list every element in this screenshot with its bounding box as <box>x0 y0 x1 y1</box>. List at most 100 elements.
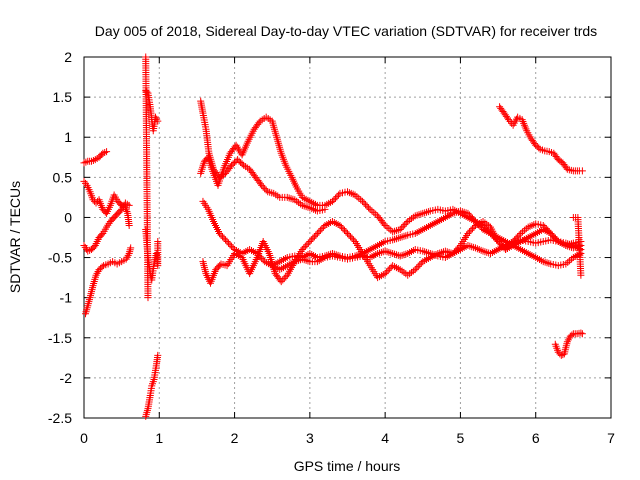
data-points <box>80 53 586 420</box>
data-point <box>424 208 432 216</box>
data-point <box>470 216 478 224</box>
data-point <box>391 250 399 258</box>
data-point <box>515 231 523 239</box>
data-point <box>345 231 353 239</box>
data-point <box>154 351 162 359</box>
data-point <box>154 117 162 125</box>
data-point <box>400 232 408 240</box>
data-point <box>471 217 479 225</box>
data-point <box>256 253 264 261</box>
data-point <box>383 223 391 231</box>
data-point <box>465 211 473 219</box>
data-point <box>392 235 400 243</box>
y-tick-label: 1.5 <box>53 89 73 105</box>
data-point <box>391 235 399 243</box>
x-tick-label: 4 <box>381 430 389 446</box>
data-point <box>313 229 321 237</box>
data-point <box>259 183 267 191</box>
data-point <box>372 210 380 218</box>
y-tick-label: -0.5 <box>48 250 72 266</box>
x-tick-label: 6 <box>532 430 540 446</box>
series-s16-late-isolated <box>569 213 585 279</box>
data-point <box>417 210 425 218</box>
y-tick-label: 0.5 <box>53 169 73 185</box>
data-point <box>465 228 473 236</box>
data-point <box>468 225 476 233</box>
data-point <box>277 278 285 286</box>
data-point <box>318 225 326 233</box>
data-point <box>347 233 355 241</box>
data-point <box>389 228 397 236</box>
series-s3-early-mid <box>80 177 133 229</box>
y-axis-label: SDTVAR / TECUs <box>7 181 23 293</box>
data-point <box>389 250 397 258</box>
data-point <box>226 241 234 249</box>
data-point <box>568 331 576 339</box>
series-s5-spike-high <box>142 87 162 135</box>
data-point <box>365 204 373 212</box>
y-tick-label: -1.5 <box>48 330 72 346</box>
data-point <box>330 196 338 204</box>
data-point <box>381 270 389 278</box>
data-point <box>222 236 230 244</box>
data-point <box>144 294 152 302</box>
y-tick-label: 0 <box>64 209 72 225</box>
data-point <box>331 194 339 202</box>
data-point <box>514 233 522 241</box>
data-point <box>385 248 393 256</box>
data-point <box>334 191 342 199</box>
data-point <box>402 219 410 227</box>
data-point <box>285 194 293 202</box>
series-s13-lowest-band <box>268 236 585 274</box>
data-point <box>309 234 317 242</box>
data-point <box>468 214 476 222</box>
data-point <box>392 251 400 259</box>
data-point <box>238 160 246 168</box>
data-point <box>279 276 287 284</box>
x-tick-label: 1 <box>155 430 163 446</box>
series-s1-descending-early <box>82 244 135 318</box>
data-point <box>578 330 586 338</box>
data-point <box>577 329 585 337</box>
data-point <box>494 238 502 246</box>
data-point <box>578 167 586 175</box>
y-tick-label: 2 <box>64 49 72 65</box>
data-point <box>488 231 496 239</box>
chart-title: Day 005 of 2018, Sidereal Day-to-day VTE… <box>95 23 597 39</box>
series-s15-late-low <box>551 329 586 359</box>
data-point <box>414 262 422 270</box>
data-point <box>301 242 309 250</box>
data-point <box>566 257 574 265</box>
series-s6-spike-mid <box>142 225 162 284</box>
data-point <box>80 159 88 167</box>
data-point <box>557 351 565 359</box>
data-point <box>464 229 472 237</box>
data-point <box>423 208 431 216</box>
data-point <box>394 234 402 242</box>
data-point <box>520 226 528 234</box>
data-point <box>464 209 472 217</box>
data-point <box>396 252 404 260</box>
data-point <box>467 226 475 234</box>
data-point <box>411 266 419 274</box>
data-point <box>487 229 495 237</box>
data-point <box>423 248 431 256</box>
data-point <box>355 194 363 202</box>
data-point <box>386 265 394 273</box>
data-point <box>360 199 368 207</box>
data-point <box>307 236 315 244</box>
data-point <box>342 228 350 236</box>
data-point <box>380 220 388 228</box>
data-point <box>368 207 376 215</box>
data-point <box>421 209 429 217</box>
x-tick-labels: 0 1 2 3 4 5 6 7 <box>80 430 615 446</box>
data-point <box>255 251 263 259</box>
data-point <box>89 196 97 204</box>
data-point <box>476 222 484 230</box>
x-tick-label: 5 <box>457 430 465 446</box>
data-point <box>413 264 421 272</box>
data-point <box>303 241 311 249</box>
data-point <box>381 247 389 255</box>
data-point <box>216 229 224 237</box>
